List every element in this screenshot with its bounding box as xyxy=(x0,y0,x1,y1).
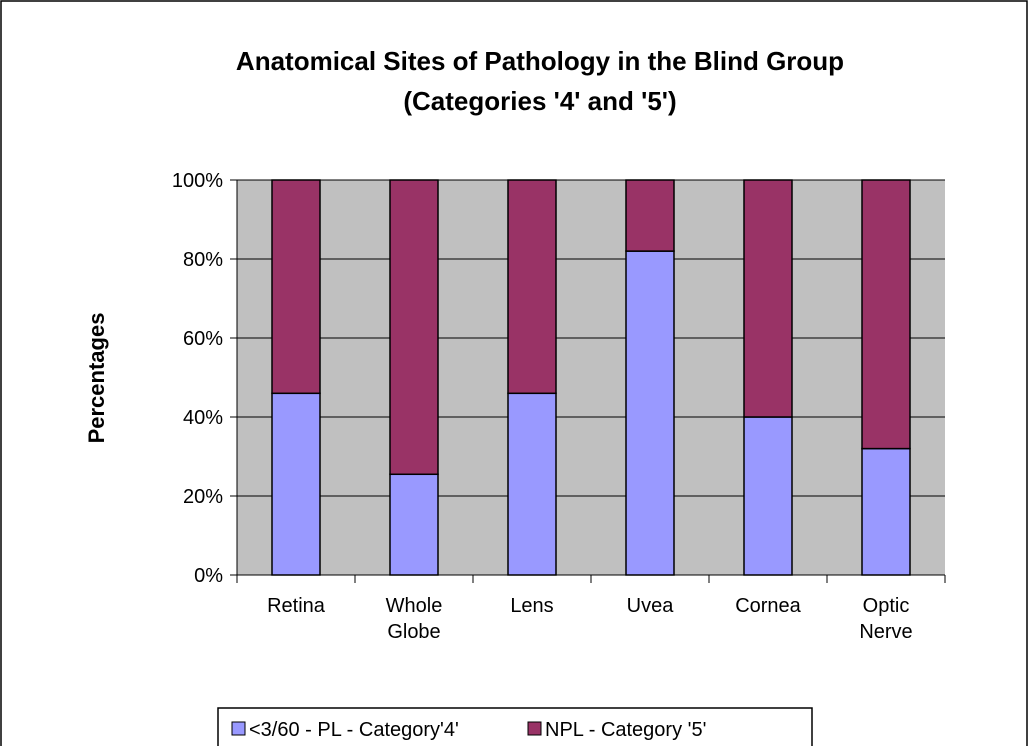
y-tick-label: 0% xyxy=(194,565,223,587)
y-tick-label: 40% xyxy=(183,407,223,429)
bar-segment xyxy=(861,447,911,576)
x-tick-label: Optic Nerve xyxy=(859,595,913,643)
y-axis-title: Percentages xyxy=(84,313,109,444)
y-tick-label: 60% xyxy=(183,328,223,350)
bar-segment xyxy=(389,473,439,576)
bar-segment xyxy=(743,416,793,576)
y-tick-label: 100% xyxy=(172,170,223,192)
x-tick-label: Cornea xyxy=(735,595,801,617)
bar-segment xyxy=(861,179,911,450)
bar-segment xyxy=(625,250,675,576)
legend-box xyxy=(217,707,813,746)
legend-label: NPL - Category '5' xyxy=(545,719,706,741)
bar-segment xyxy=(743,179,793,418)
y-tick-label: 80% xyxy=(183,249,223,271)
bar-segment xyxy=(507,392,557,576)
x-tick-label: Whole Globe xyxy=(385,595,443,643)
bar-segment xyxy=(389,179,439,476)
chart-subtitle: (Categories '4' and '5') xyxy=(403,86,676,116)
plot-area xyxy=(237,180,945,575)
x-tick-label: Uvea xyxy=(626,595,674,617)
legend-swatch xyxy=(527,721,542,736)
bar-segment xyxy=(625,179,675,252)
y-tick-label: 20% xyxy=(183,486,223,508)
x-tick-label: Retina xyxy=(267,595,325,617)
bar-segment xyxy=(507,179,557,395)
legend-swatch xyxy=(231,721,246,736)
bar-segment xyxy=(271,392,321,576)
legend-label: <3/60 - PL - Category'4' xyxy=(249,719,459,741)
chart-title: Anatomical Sites of Pathology in the Bli… xyxy=(236,46,844,76)
bar-segment xyxy=(271,179,321,395)
x-tick-label: Lens xyxy=(510,595,554,617)
